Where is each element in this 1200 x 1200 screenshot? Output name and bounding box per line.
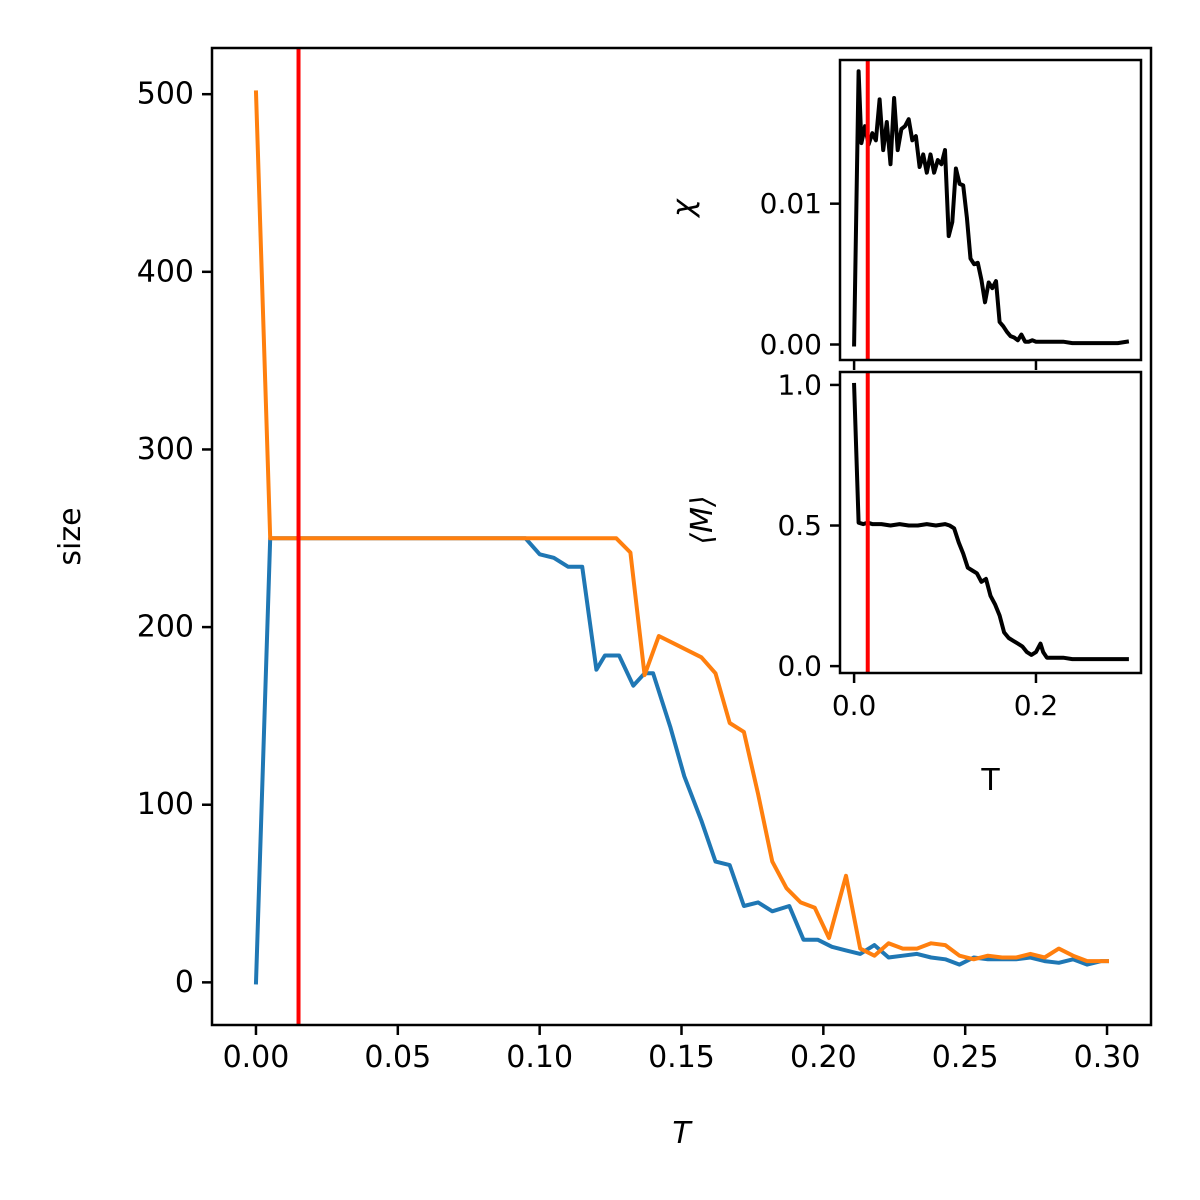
main-series-1-line [253,536,1109,985]
inset-bottom-y-tick-label: 1.0 [777,368,822,401]
inset-bottom-plot-area [840,372,1141,673]
inset-magnetization-plot: 0.0 0.5 1.0 0.0 0.2 ⟨M⟩ T [685,368,1143,798]
main-y-tick-label: 400 [137,254,194,289]
main-y-tick-label: 0 [175,965,194,1000]
inset-top-plot-area [840,60,1141,360]
inset-bottom-series-1-line [852,382,1129,662]
main-x-tick-label: 0.25 [932,1040,999,1075]
main-y-tick-label: 300 [137,432,194,467]
inset-top-y-axis-label: χ [666,198,701,219]
inset-bottom-axes-frame [838,370,1143,675]
main-x-tick-label: 0.05 [364,1040,431,1075]
inset-top-axes-frame [838,58,1143,362]
inset-top-data-group [852,60,1130,360]
inset-bottom-y-tick-label: 0.0 [777,650,822,683]
main-x-tick-label: 0.10 [506,1040,573,1075]
main-x-tick-label: 0.15 [648,1040,715,1075]
main-data-group [253,48,1109,1025]
inset-top-y-tick-label: 0.00 [760,328,822,361]
inset-bottom-x-axis-label: T [980,763,1000,798]
inset-bottom-y-axis-label: ⟨M⟩ [685,495,720,544]
main-y-tick-label: 200 [137,610,194,645]
x-axis-label: T [672,1116,693,1151]
inset-top-y-tick-label: 0.01 [760,187,822,220]
main-y-tick-label: 100 [137,787,194,822]
main-series-2-line [253,90,1109,964]
main-y-tick-label: 500 [137,77,194,112]
main-x-tick-label: 0.20 [790,1040,857,1075]
inset-bottom-x-tick-label: 0.0 [832,689,877,722]
main-x-tick-label: 0.30 [1074,1040,1141,1075]
inset-bottom-x-tick-label: 0.2 [1014,689,1059,722]
y-axis-label: size [53,507,88,565]
inset-bottom-y-tick-label: 0.5 [777,509,822,542]
inset-susceptibility-plot: 0.00 0.01 χ [666,58,1143,370]
inset-top-series-1-line [852,69,1130,347]
main-x-tick-label: 0.00 [223,1040,290,1075]
inset-bottom-data-group [852,372,1129,673]
